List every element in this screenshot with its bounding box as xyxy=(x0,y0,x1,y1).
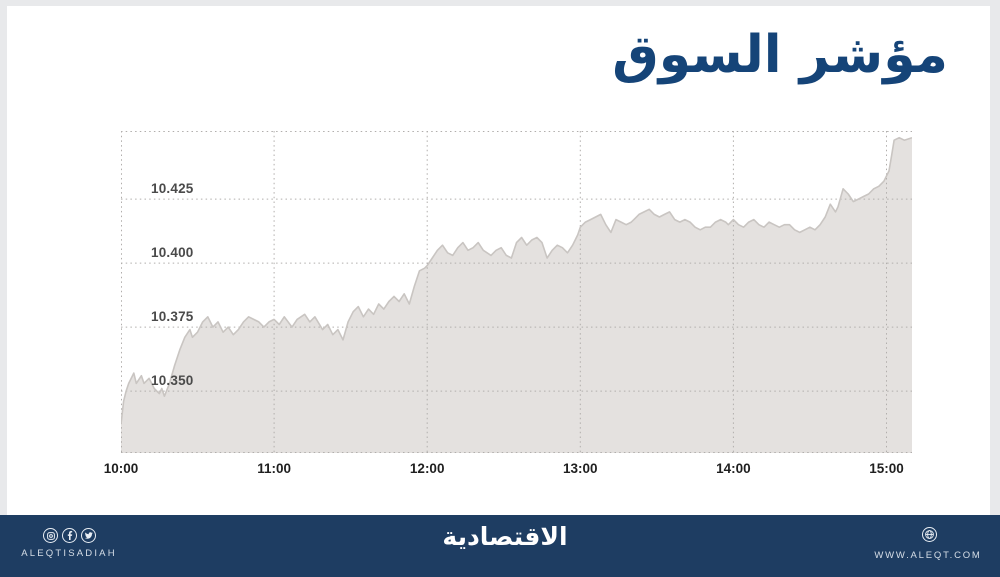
x-tick-label: 10:00 xyxy=(103,461,139,476)
market-index-chart: 10.350 10.375 10.400 10.425 10:00 11:00 12:00 1… xyxy=(104,131,912,476)
chart-canvas xyxy=(121,131,912,453)
x-tick-label: 12:00 xyxy=(409,461,445,476)
brand-logo-arabic: الاقتصادية xyxy=(442,522,568,551)
y-tick-label: 10.425 xyxy=(151,181,194,197)
page-title: مؤشر السوق xyxy=(612,25,949,85)
x-tick-label: 11:00 xyxy=(257,461,291,476)
website-url[interactable]: WWW.ALEQT.COM xyxy=(874,550,982,561)
y-tick-label: 10.350 xyxy=(151,373,194,389)
instagram-icon[interactable] xyxy=(43,528,58,543)
x-tick-label: 14:00 xyxy=(716,461,751,476)
x-tick-label: 15:00 xyxy=(869,461,904,476)
area-series-fill xyxy=(121,137,912,453)
social-links xyxy=(43,528,96,543)
y-tick-label: 10.375 xyxy=(151,309,194,325)
footer-bar: ALEQTISADIAH الاقتصادية WWW.ALEQT.COM xyxy=(0,515,1000,577)
y-tick-label: 10.400 xyxy=(151,245,194,261)
brand-name-latin: ALEQTISADIAH xyxy=(21,548,117,559)
twitter-icon[interactable] xyxy=(81,528,96,543)
facebook-icon[interactable] xyxy=(62,528,77,543)
area-series-line xyxy=(121,136,912,425)
globe-icon[interactable] xyxy=(922,527,937,542)
x-tick-label: 13:00 xyxy=(563,461,598,476)
